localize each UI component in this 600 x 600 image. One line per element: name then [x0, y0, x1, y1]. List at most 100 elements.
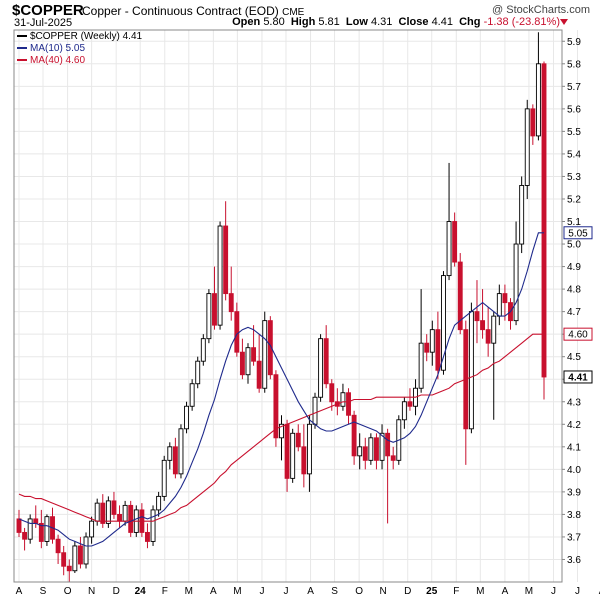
candle-body [189, 383, 195, 407]
y-tick-label: 5.3 [567, 172, 581, 183]
candle-body [357, 446, 363, 457]
legend-ma10: MA(10) 5.05 [17, 43, 85, 54]
candle-body [245, 347, 251, 376]
y-tick-label: 3.7 [567, 532, 581, 543]
candle-body [234, 311, 240, 353]
candle-body [72, 545, 78, 572]
quote-date: 31-Jul-2025 [14, 17, 73, 29]
candle-body [200, 338, 206, 362]
candle-body [279, 423, 284, 439]
candle-body [61, 552, 67, 567]
candle-body [111, 500, 117, 515]
candle-body [212, 293, 217, 326]
candle-body [502, 293, 508, 304]
candle-body [346, 392, 351, 416]
candle-body [373, 437, 379, 461]
high-value: 5.81 [318, 16, 340, 28]
chg-value: -1.38 (-23.81%) [483, 16, 560, 28]
quote-line: Open 5.80 High 5.81 Low 4.31 Close 4.41 … [232, 16, 560, 28]
y-tick-label: 4.1 [567, 442, 581, 453]
candle-body [541, 63, 547, 378]
candle-body [83, 536, 89, 565]
description: Copper - Continuous Contract (EOD) CME [82, 4, 304, 18]
candle-body [223, 225, 229, 295]
close-value: 4.41 [431, 16, 453, 28]
candle-body [424, 342, 430, 353]
ma40-line [18, 333, 544, 522]
candle-body [33, 518, 39, 524]
candle-body [418, 342, 424, 389]
candle-body [362, 446, 368, 461]
candle-body [485, 329, 491, 344]
x-tick-label: 24 [135, 586, 147, 597]
candle-body [407, 401, 413, 407]
candle-body [351, 414, 357, 457]
grid [14, 30, 579, 582]
candle-body [38, 522, 44, 542]
candle-body [16, 518, 22, 533]
x-tick-label: S [331, 586, 338, 597]
y-tick-label: 3.9 [567, 487, 581, 498]
x-tick-label: J [551, 586, 556, 597]
candle-body [228, 293, 234, 313]
candle-body [295, 432, 301, 448]
watermark: @ StockCharts.com [492, 4, 590, 16]
legend-ma40-text: MA(40) 4.60 [30, 55, 86, 66]
candle-body [452, 221, 458, 263]
candle-body [329, 383, 335, 403]
legend-price: $COPPER (Weekly) 4.41 [17, 31, 142, 42]
symbol: $COPPER [12, 2, 84, 19]
value-badge [563, 226, 593, 240]
candles [16, 32, 547, 582]
candle-body [290, 432, 296, 479]
candle-body [340, 392, 346, 407]
y-tick-label: 5.1 [567, 217, 581, 228]
ma10-swatch [17, 47, 27, 50]
exchange: CME [282, 7, 305, 18]
candle-body [161, 459, 167, 497]
candle-body [184, 405, 190, 430]
candle-body [262, 320, 268, 389]
candle-body [513, 243, 519, 322]
candle-body [150, 509, 156, 542]
y-tick-label: 4.8 [567, 285, 581, 296]
candle-body [178, 428, 184, 475]
x-tick-label: D [113, 586, 120, 597]
candle-body [519, 185, 525, 245]
x-tick-label: J [259, 586, 264, 597]
close-label: Close [398, 16, 429, 28]
legend-price-text: $COPPER (Weekly) 4.41 [30, 31, 143, 42]
candle-body [524, 108, 530, 186]
candle-body [441, 275, 446, 371]
candle-body [480, 320, 486, 331]
x-tick-label: M [476, 586, 484, 597]
candle-body [94, 502, 100, 522]
candle-body [390, 455, 396, 461]
legend-ma10-text: MA(10) 5.05 [30, 43, 86, 54]
y-tick-label: 4.7 [567, 307, 581, 318]
x-tick-label: O [355, 586, 363, 597]
x-tick-label: F [162, 586, 168, 597]
candle-body [535, 63, 541, 137]
candle-body [251, 347, 257, 362]
candle-body [122, 504, 128, 522]
candle-body [66, 565, 72, 572]
candle-body [195, 360, 201, 385]
open-value: 5.80 [263, 16, 285, 28]
low-value: 4.31 [370, 16, 393, 28]
x-tick-label: M [185, 586, 193, 597]
candle-body [385, 432, 391, 457]
candle-body [474, 311, 480, 322]
candle-body [22, 531, 28, 540]
candle-body [89, 520, 95, 538]
description-text: Copper - Continuous Contract (EOD) [82, 4, 279, 18]
chart-header: $COPPER Copper - Continuous Contract (EO… [0, 0, 600, 30]
y-tick-label: 5.4 [567, 149, 581, 160]
legend-ma40: MA(40) 4.60 [17, 55, 85, 66]
y-tick-label: 5.7 [567, 82, 581, 93]
value-badge-label: 4.41 [568, 372, 588, 383]
candle-body [457, 261, 463, 331]
candle-body [446, 221, 452, 277]
down-triangle-icon [560, 19, 568, 25]
